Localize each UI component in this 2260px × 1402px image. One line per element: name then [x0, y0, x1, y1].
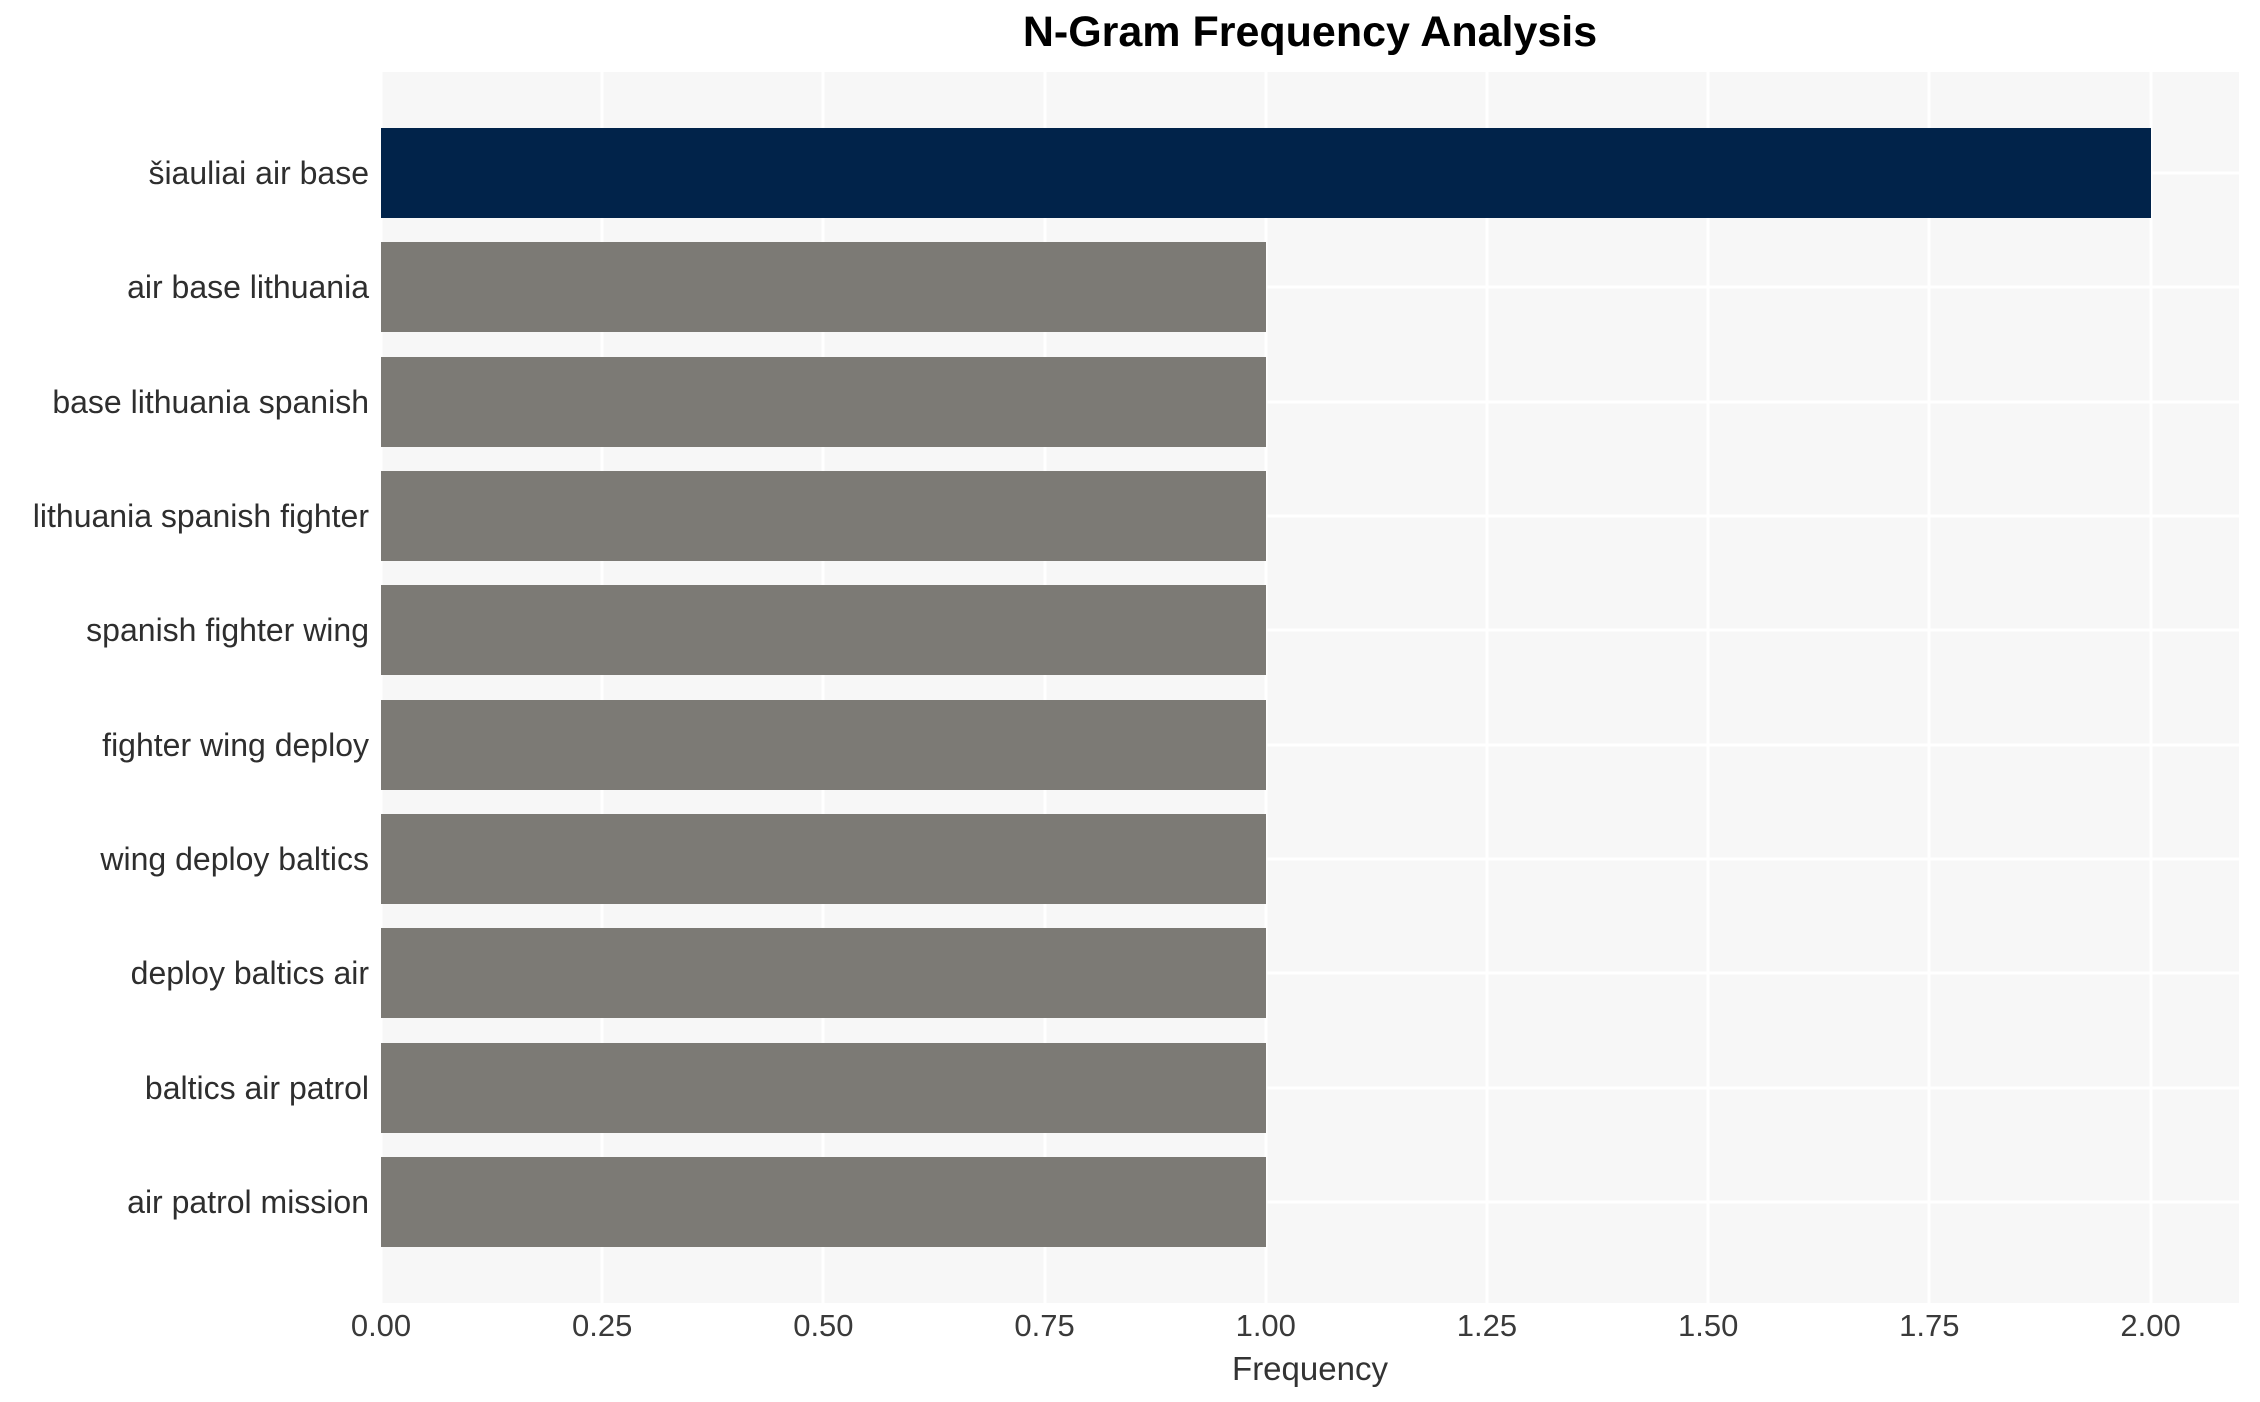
vertical-gridline — [600, 72, 604, 1303]
x-axis-ticks: 0.00 0.25 0.50 0.75 1.00 1.25 1.50 1.75 2.00 — [351, 1308, 2239, 1345]
chart-title: N-Gram Frequency Analysis — [1022, 8, 1598, 56]
plot-area — [379, 72, 2239, 1303]
vertical-gridline — [1264, 72, 1268, 1303]
bar — [381, 1042, 1266, 1133]
horizontal-gridline — [381, 1200, 2239, 1204]
y-axis-label: baltics air patrol — [144, 1069, 369, 1106]
horizontal-gridline — [381, 628, 2239, 632]
y-axis-label: šiauliai air base — [148, 155, 369, 191]
x-tick-label: 1.50 — [1677, 1308, 1739, 1343]
vertical-gridline — [821, 72, 825, 1303]
vertical-gridline — [1706, 72, 1710, 1303]
y-axis-label: lithuania spanish fighter — [32, 497, 369, 534]
vertical-gridline — [1485, 72, 1489, 1303]
y-axis-label: air base lithuania — [127, 269, 369, 306]
bar — [381, 928, 1266, 1019]
vertical-gridline — [379, 72, 383, 1303]
x-axis-title: Frequency — [1232, 1350, 1388, 1387]
y-axis-label: wing deploy baltics — [100, 840, 369, 877]
x-tick-label: 0.75 — [1014, 1308, 1075, 1343]
y-axis-labels: šiauliai air base air base lithuania base … — [0, 72, 369, 1303]
vertical-gridline — [1927, 72, 1931, 1303]
x-tick-label: 0.50 — [793, 1308, 854, 1343]
y-axis-label: deploy baltics air — [130, 955, 369, 992]
horizontal-gridline — [381, 285, 2239, 289]
horizontal-gridline — [381, 400, 2239, 404]
bar — [381, 813, 1266, 904]
bar — [381, 470, 1266, 561]
bar — [381, 1156, 1266, 1247]
bar — [381, 585, 1266, 676]
y-axis-label: air patrol mission — [127, 1183, 369, 1220]
y-axis-label: base lithuania spanish — [52, 383, 369, 420]
bar — [381, 128, 2151, 218]
x-tick-label: 1.75 — [1899, 1308, 1960, 1343]
horizontal-gridline — [381, 743, 2239, 747]
x-tick-label: 1.25 — [1456, 1308, 1518, 1343]
x-tick-label: 0.00 — [350, 1308, 412, 1343]
x-tick-label: 0.25 — [572, 1308, 633, 1343]
vertical-gridline — [2149, 72, 2153, 1303]
x-tick-label: 1.00 — [1235, 1308, 1296, 1343]
vertical-gridline — [1043, 72, 1047, 1303]
bar — [381, 699, 1266, 790]
bar — [381, 242, 1266, 333]
horizontal-gridline — [381, 514, 2239, 518]
horizontal-gridline — [381, 1086, 2239, 1090]
x-tick-label: 2.00 — [2120, 1308, 2181, 1343]
horizontal-gridline — [381, 857, 2239, 861]
horizontal-gridline — [381, 971, 2239, 975]
y-axis-label: spanish fighter wing — [86, 612, 369, 649]
y-axis-label: fighter wing deploy — [102, 726, 369, 763]
bar — [381, 356, 1266, 447]
